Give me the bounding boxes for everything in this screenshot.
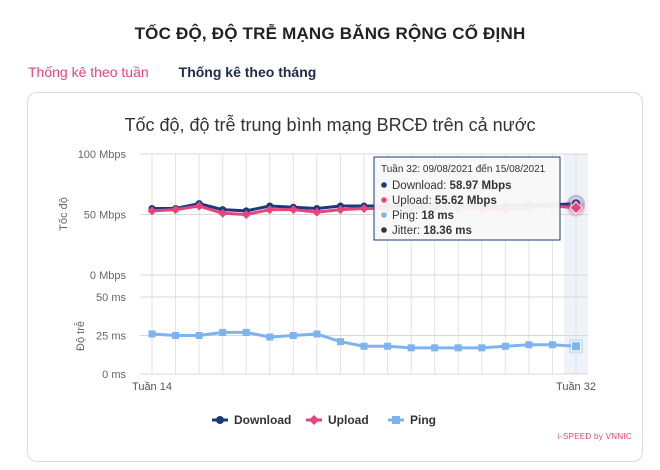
ping-point[interactable]	[336, 338, 344, 346]
tooltip-box	[373, 156, 561, 241]
legend-download-label: Download	[234, 413, 291, 427]
ping-point[interactable]	[219, 328, 227, 336]
upload-point-active[interactable]	[569, 200, 583, 215]
upload-point[interactable]	[194, 201, 204, 211]
ping-point[interactable]	[195, 332, 203, 339]
upload-point[interactable]	[218, 208, 228, 218]
speed-axis-title: Tốc độ	[58, 197, 70, 231]
upload-point[interactable]	[359, 203, 369, 213]
tooltip-download: Download: 58.97 Mbps	[392, 180, 512, 192]
legend-download-marker	[216, 416, 224, 424]
upload-point[interactable]	[147, 206, 157, 216]
latency-axis-title: Độ trễ	[74, 321, 87, 351]
tab-weekly[interactable]: Thống kê theo tuần	[28, 64, 149, 80]
upload-point[interactable]	[335, 205, 345, 215]
upload-point[interactable]	[171, 205, 181, 215]
ping-point[interactable]	[172, 332, 180, 339]
tooltip-upload: Upload: 55.62 Mbps	[392, 195, 497, 207]
speed-y-tick-label: 50 Mbps	[84, 210, 127, 222]
ping-point[interactable]	[478, 344, 486, 352]
ping-point[interactable]	[384, 342, 392, 350]
page-title: TỐC ĐỘ, ĐỘ TRỄ MẠNG BĂNG RỘNG CỐ ĐỊNH	[134, 24, 526, 43]
tooltip-upload-dot	[381, 197, 387, 203]
upload-point[interactable]	[265, 205, 275, 215]
ping-point[interactable]	[525, 341, 533, 349]
speed-y-tick-label: 0 Mbps	[90, 270, 127, 282]
legend-upload-marker	[309, 415, 319, 425]
tooltip-jitter: Jitter: 18.36 ms	[392, 225, 472, 237]
latency-y-tick-label: 0 ms	[102, 369, 126, 381]
ping-point[interactable]	[407, 344, 415, 352]
ping-point[interactable]	[289, 332, 297, 339]
upload-point[interactable]	[288, 205, 298, 215]
tooltip-download-dot	[381, 182, 387, 188]
ping-point[interactable]	[313, 330, 321, 338]
ping-point-active[interactable]	[571, 341, 581, 352]
chart-title: Tốc độ, độ trễ trung bình mạng BRCĐ trên…	[124, 115, 536, 135]
tooltip-header: Tuần 32: 09/08/2021 đến 15/08/2021	[381, 163, 546, 175]
ping-point[interactable]	[548, 341, 556, 349]
ping-point[interactable]	[501, 342, 509, 350]
ping-point[interactable]	[454, 344, 462, 352]
ping-point[interactable]	[266, 333, 274, 341]
latency-y-tick-label: 25 ms	[96, 331, 126, 343]
upload-point[interactable]	[241, 210, 251, 219]
legend-ping-marker	[392, 416, 400, 424]
tooltip-jitter-dot	[381, 227, 387, 233]
ping-point[interactable]	[431, 344, 439, 352]
ping-point[interactable]	[242, 328, 250, 336]
tooltip-ping-dot	[381, 212, 387, 218]
tab-monthly[interactable]: Thống kê theo tháng	[178, 64, 317, 80]
period-tabs: Thống kê theo tuần Thống kê theo tháng	[28, 64, 316, 80]
upload-point[interactable]	[312, 207, 322, 217]
legend-ping-label: Ping	[410, 413, 436, 427]
latency-y-tick-label: 50 ms	[96, 292, 126, 304]
ping-point[interactable]	[360, 342, 368, 350]
x-tick-label: Tuần 14	[132, 381, 172, 393]
tooltip-ping: Ping: 18 ms	[392, 210, 454, 222]
x-tick-label: Tuần 32	[556, 381, 596, 393]
ping-point[interactable]	[148, 330, 156, 338]
speed-y-tick-label: 100 Mbps	[78, 149, 127, 161]
brand-credit: i-SPEED by VNNIC	[557, 432, 632, 441]
legend-upload-label: Upload	[328, 413, 369, 427]
